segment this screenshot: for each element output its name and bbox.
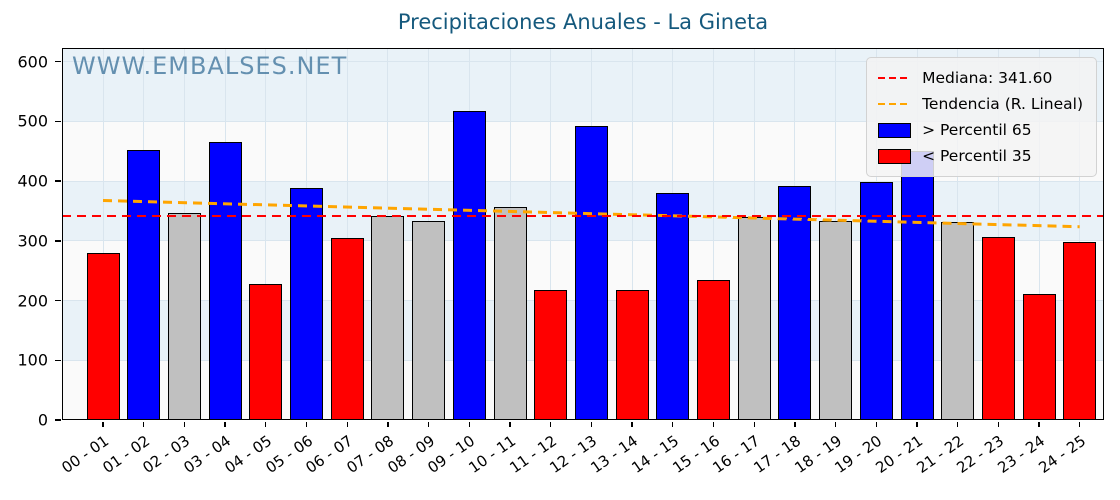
red-bar-swatch <box>878 148 912 164</box>
y-axis-label: 500 <box>17 111 48 131</box>
x-tick <box>957 421 959 427</box>
legend-item-above-p65: > Percentil 65 <box>878 118 1083 142</box>
x-tick <box>102 421 104 427</box>
x-tick <box>305 421 308 427</box>
y-axis-label: 200 <box>17 291 48 311</box>
bar-01-02 <box>127 150 161 420</box>
horizontal-gridline <box>62 120 1104 122</box>
x-tick <box>794 421 796 427</box>
legend-above-label: > Percentil 65 <box>922 121 1032 139</box>
y-tick <box>54 180 61 182</box>
trend-dash-swatch <box>878 102 912 106</box>
bar-02-03 <box>167 213 201 420</box>
bar-18-19 <box>819 220 853 420</box>
x-tick <box>346 421 348 427</box>
legend-item-median: Mediana: 341.60 <box>878 66 1083 90</box>
bar-19-20 <box>859 182 893 420</box>
x-tick <box>916 421 918 427</box>
horizontal-gridline <box>62 61 1104 63</box>
x-tick <box>875 421 877 427</box>
bar-12-13 <box>574 125 608 420</box>
bar-24-25 <box>1063 242 1097 420</box>
x-tick <box>753 421 755 427</box>
y-tick <box>54 299 61 302</box>
y-tick <box>54 359 61 361</box>
x-tick <box>427 421 430 427</box>
bar-14-15 <box>656 193 690 420</box>
bar-15-16 <box>697 279 730 420</box>
x-tick <box>265 421 267 427</box>
legend: Mediana: 341.60 Tendencia (R. Lineal) > … <box>866 57 1097 177</box>
y-axis-label: 300 <box>17 231 48 251</box>
x-tick <box>590 421 593 427</box>
bar-22-23 <box>981 236 1015 420</box>
vertical-gridline <box>265 48 267 420</box>
x-tick <box>631 421 633 427</box>
bar-17-18 <box>778 185 812 420</box>
y-axis-label: 600 <box>17 52 48 72</box>
y-axis-label: 400 <box>17 171 48 191</box>
x-tick <box>712 421 715 427</box>
x-tick <box>834 421 837 427</box>
x-tick <box>224 421 226 427</box>
legend-item-below-p35: < Percentil 35 <box>878 144 1083 168</box>
legend-median-label: Mediana: 341.60 <box>922 69 1053 87</box>
median-line <box>62 214 1104 218</box>
vertical-gridline <box>1038 48 1040 420</box>
x-tick <box>468 421 470 427</box>
x-tick <box>1079 421 1081 427</box>
vertical-gridline <box>346 48 348 420</box>
bar-10-11 <box>493 206 527 420</box>
x-tick <box>143 421 145 427</box>
bar-21-22 <box>941 221 975 420</box>
y-tick <box>54 61 61 63</box>
vertical-gridline <box>631 48 633 420</box>
legend-trend-label: Tendencia (R. Lineal) <box>922 95 1083 113</box>
bar-09-10 <box>452 110 486 420</box>
y-tick <box>54 120 61 123</box>
y-tick <box>54 419 61 421</box>
y-axis-label: 100 <box>17 350 48 370</box>
vertical-gridline <box>550 48 552 420</box>
bar-11-12 <box>534 289 568 420</box>
x-tick <box>672 421 674 427</box>
legend-item-trend: Tendencia (R. Lineal) <box>878 92 1083 116</box>
vertical-gridline <box>102 48 104 420</box>
bar-06-07 <box>330 237 364 420</box>
bar-07-08 <box>371 216 405 420</box>
x-tick <box>509 421 511 427</box>
vertical-gridline <box>713 48 714 420</box>
x-tick <box>1038 421 1040 427</box>
vertical-gridline <box>1079 48 1081 420</box>
x-tick <box>183 421 186 427</box>
bar-03-04 <box>208 142 242 420</box>
x-tick <box>550 421 552 427</box>
watermark-text: WWW.EMBALSES.NET <box>72 52 348 80</box>
bar-04-05 <box>249 283 283 420</box>
bar-00-01 <box>86 252 120 420</box>
vertical-gridline <box>997 48 999 420</box>
bar-05-06 <box>290 188 323 420</box>
y-axis-label: 0 <box>37 410 48 430</box>
blue-bar-swatch <box>878 122 912 138</box>
y-tick <box>54 240 61 242</box>
bar-13-14 <box>615 289 649 420</box>
bar-20-21 <box>900 151 934 420</box>
bar-23-24 <box>1022 294 1056 420</box>
legend-below-label: < Percentil 35 <box>922 147 1032 165</box>
median-dash-swatch <box>878 76 912 80</box>
x-tick <box>997 421 1000 427</box>
bar-16-17 <box>737 216 771 420</box>
bar-08-09 <box>412 221 446 420</box>
chart-title: Precipitaciones Anuales - La Gineta <box>397 10 769 34</box>
x-tick <box>387 421 389 427</box>
